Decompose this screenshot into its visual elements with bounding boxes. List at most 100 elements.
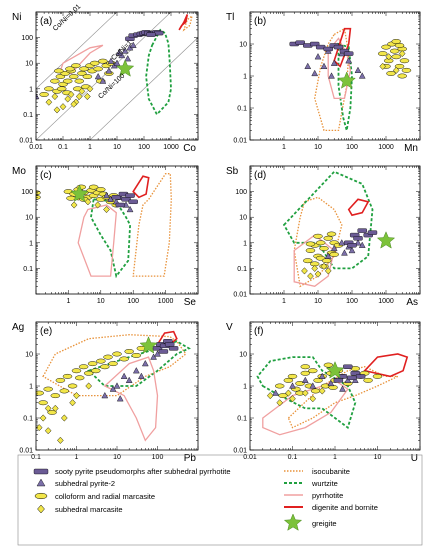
ratio-label-0: Co/Ni=0.01 — [52, 3, 82, 32]
x-tick-label-0: 1 — [66, 298, 70, 305]
point-pyrite2-2 — [341, 249, 348, 256]
point-subhedral-9 — [85, 382, 93, 390]
y-axis-title: Sb — [226, 166, 239, 177]
point-sooty-5 — [323, 46, 333, 52]
point-colloform-1 — [305, 248, 316, 253]
point-greigite-0 — [337, 71, 356, 89]
point-pyrite2-10 — [328, 72, 335, 79]
panel-label: (c) — [40, 170, 52, 181]
point-colloform-17 — [305, 241, 316, 247]
x-tick-label-2: 100 — [346, 144, 358, 151]
point-pyrite2-8 — [358, 72, 366, 79]
point-subhedral-3 — [103, 205, 110, 214]
y-tick-label-3: 10 — [25, 61, 33, 68]
ticks — [35, 165, 199, 295]
region-isocubanite — [42, 334, 187, 397]
point-colloform-2 — [50, 78, 60, 84]
region-isocubanite — [132, 173, 172, 277]
point-greigite-0 — [139, 336, 158, 354]
point-colloform-12 — [91, 368, 101, 374]
point-colloform-8 — [74, 375, 85, 381]
x-tick-label-3: 1000 — [378, 144, 394, 151]
point-sooty-6 — [347, 243, 357, 248]
y-tick-label-1: 0.1 — [237, 416, 247, 423]
point-colloform-13 — [313, 233, 323, 239]
point-pyrite2-3 — [120, 372, 128, 379]
y-axis-title: Ag — [12, 322, 24, 333]
point-colloform-24 — [65, 66, 75, 72]
point-colloform-19 — [98, 58, 108, 64]
x-tick-label-1: 10 — [97, 298, 105, 305]
y-tick-label-0: 0.01 — [233, 448, 247, 455]
x-tick-label-3: 1000 — [158, 298, 174, 305]
point-colloform-0 — [303, 258, 313, 264]
x-tick-label-2: 1 — [88, 144, 92, 151]
y-axis-title: V — [226, 322, 233, 333]
ratio-label-2: Co/Ni=100 — [97, 72, 126, 100]
point-subhedral-0 — [379, 62, 387, 70]
point-colloform-5 — [319, 246, 329, 251]
point-subhedral-1 — [84, 198, 92, 206]
point-colloform-14 — [397, 73, 407, 79]
region-pyrrhotite — [103, 356, 159, 442]
legend-text-digenite: digenite and bornite — [312, 503, 378, 512]
point-pyrite2-4 — [125, 376, 133, 383]
x-tick-label-2: 1 — [333, 454, 337, 461]
point-pyrite2-2 — [320, 62, 328, 69]
x-tick-label-3: 10 — [113, 144, 121, 151]
point-subhedral-8 — [44, 404, 52, 412]
point-colloform-17 — [90, 60, 100, 66]
point-colloform-4 — [295, 381, 305, 386]
point-subhedral-1 — [307, 272, 314, 280]
y-tick-label-1: 0.1 — [23, 416, 33, 423]
y-tick-label-2: 10 — [25, 215, 33, 222]
point-pyrite2-2 — [113, 382, 121, 389]
point-colloform-14 — [326, 231, 337, 237]
point-colloform-5 — [62, 373, 73, 379]
region-digenite — [347, 198, 370, 217]
point-colloform-1 — [381, 44, 391, 50]
x-tick-label-0: 0.01 — [243, 454, 257, 461]
point-colloform-19 — [124, 349, 134, 354]
point-sooty-4 — [128, 199, 138, 204]
point-colloform-1 — [44, 86, 54, 92]
point-pyrite2-4 — [327, 379, 335, 387]
point-subhedral-5 — [69, 399, 76, 407]
x-tick-label-1: 0.1 — [288, 454, 298, 461]
point-pyrite2-5 — [132, 367, 140, 374]
plot-area — [36, 173, 172, 279]
legend-text-pyrite2: subhedral pyrite-2 — [55, 479, 115, 488]
point-sooty-6 — [158, 349, 169, 354]
x-tick-label-2: 100 — [127, 298, 139, 305]
point-subhedral-1 — [276, 399, 284, 407]
point-pyrite2-0 — [330, 244, 338, 252]
region-digenite — [363, 353, 409, 378]
point-pyrite2-0 — [99, 77, 107, 84]
point-sooty-0 — [111, 195, 121, 200]
point-pyrite2-6 — [124, 55, 132, 62]
point-colloform-8 — [399, 58, 410, 64]
y-tick-label-2: 1 — [29, 86, 33, 93]
point-colloform-20 — [131, 353, 142, 358]
point-sooty-4 — [164, 342, 175, 347]
point-sooty-4 — [355, 374, 366, 379]
point-colloform-16 — [329, 252, 339, 257]
y-tick-label-3: 100 — [21, 189, 33, 196]
x-axis-title: Mn — [404, 143, 418, 154]
point-colloform-10 — [71, 63, 81, 69]
panel-label: (b) — [254, 16, 266, 27]
point-subhedral-8 — [53, 106, 61, 114]
point-sooty-5 — [115, 202, 126, 208]
point-subhedral-7 — [73, 392, 80, 400]
point-colloform-25 — [323, 362, 334, 368]
y-tick-label-4: 100 — [235, 189, 247, 196]
panel-label: (a) — [40, 16, 52, 27]
point-colloform-7 — [308, 368, 318, 374]
x-tick-label-3: 100 — [152, 454, 164, 461]
point-subhedral-11 — [86, 85, 94, 93]
y-tick-label-4: 100 — [21, 35, 33, 42]
point-colloform-20 — [66, 195, 76, 201]
point-colloform-9 — [401, 67, 412, 73]
point-pyrite2-0 — [289, 382, 296, 389]
